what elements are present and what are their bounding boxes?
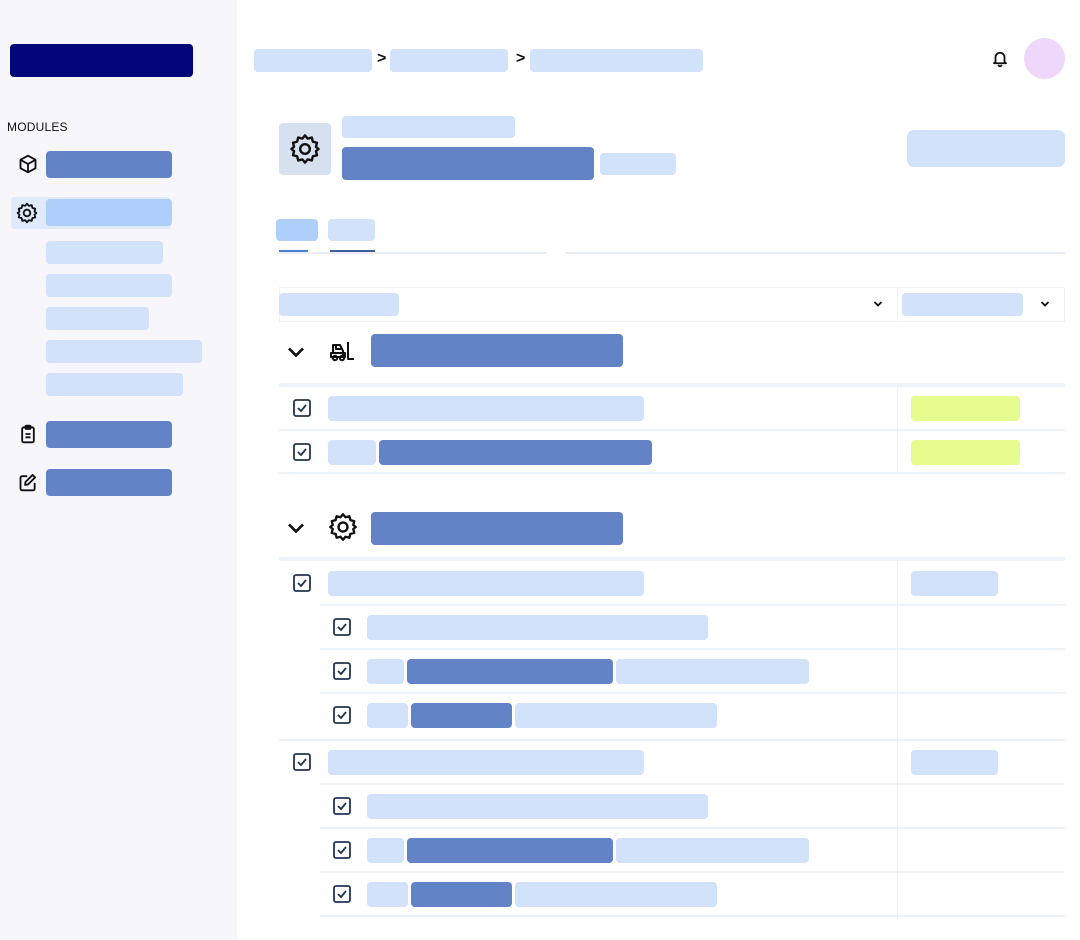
checkbox-checked-icon[interactable] — [331, 839, 353, 861]
status-badge — [911, 571, 998, 596]
checkbox-checked-icon[interactable] — [291, 572, 313, 594]
cube-icon — [16, 152, 40, 176]
sidebar-subitem[interactable] — [46, 373, 183, 396]
sidebar-item-1[interactable] — [46, 151, 172, 178]
sidebar-subitem[interactable] — [46, 340, 202, 363]
subrow-label — [407, 659, 613, 684]
sidebar-subitem[interactable] — [46, 307, 149, 330]
checkbox-checked-icon[interactable] — [291, 397, 313, 419]
breadcrumb-item[interactable] — [254, 49, 372, 72]
gear-icon — [15, 201, 39, 225]
clipboard-icon — [16, 422, 40, 446]
subrow-label-suffix — [616, 659, 809, 684]
chevron-down-icon[interactable] — [870, 296, 886, 312]
filter-select-value[interactable] — [279, 293, 399, 316]
chevron-down-icon[interactable] — [284, 341, 308, 363]
tabs-divider — [566, 252, 1065, 254]
subrow-label-suffix — [515, 703, 717, 728]
checkbox-checked-icon[interactable] — [331, 616, 353, 638]
breadcrumb-separator: > — [377, 50, 387, 67]
group-title — [371, 334, 623, 367]
status-badge — [911, 440, 1020, 465]
subrow-label-suffix — [515, 882, 717, 907]
row-divider — [320, 604, 1065, 606]
checkbox-checked-icon[interactable] — [331, 795, 353, 817]
row-divider — [279, 472, 1065, 474]
row-divider — [320, 915, 1065, 917]
row-divider — [279, 739, 1065, 741]
row-divider — [279, 429, 1065, 431]
edit-icon — [16, 470, 40, 494]
row-label — [328, 396, 644, 421]
chevron-down-icon[interactable] — [1037, 296, 1053, 312]
subrow-label — [411, 882, 512, 907]
group-header-line — [279, 383, 1065, 387]
breadcrumb-item[interactable] — [530, 49, 703, 72]
row-divider — [320, 827, 1065, 829]
chevron-down-icon[interactable] — [284, 517, 308, 539]
subrow-label-prefix — [367, 882, 408, 907]
subrow-label-prefix — [367, 838, 404, 863]
breadcrumb-item[interactable] — [390, 49, 508, 72]
sidebar-item-2[interactable] — [46, 199, 172, 226]
row-label — [328, 571, 644, 596]
gear-icon — [327, 511, 359, 543]
tab-2-underline — [330, 250, 375, 253]
row-divider — [320, 648, 1065, 650]
checkbox-checked-icon[interactable] — [291, 441, 313, 463]
checkbox-checked-icon[interactable] — [331, 883, 353, 905]
group-header-line — [279, 557, 1065, 561]
page-subtitle — [342, 116, 515, 138]
subrow-label — [411, 703, 512, 728]
status-badge — [911, 750, 998, 775]
status-badge — [911, 396, 1020, 421]
subrow-label — [367, 794, 708, 819]
checkbox-checked-icon[interactable] — [331, 704, 353, 726]
subrow-label-suffix — [616, 838, 809, 863]
row-divider — [320, 692, 1065, 694]
row-divider — [320, 783, 1065, 785]
page-title — [342, 147, 594, 180]
page-title-badge — [600, 153, 676, 175]
modules-section-label: MODULES — [7, 120, 68, 134]
sidebar-subitem[interactable] — [46, 241, 163, 264]
sidebar-item-4[interactable] — [46, 469, 172, 496]
bell-icon[interactable] — [989, 47, 1011, 69]
column-divider — [897, 561, 898, 921]
sidebar: MODULES — [0, 0, 237, 940]
status-select-value[interactable] — [902, 293, 1023, 316]
page-icon-box — [279, 123, 331, 175]
checkbox-checked-icon[interactable] — [291, 751, 313, 773]
subrow-label — [367, 615, 708, 640]
tab-1-underline — [279, 250, 308, 253]
sidebar-item-3[interactable] — [46, 421, 172, 448]
subrow-label-prefix — [367, 703, 408, 728]
avatar[interactable] — [1024, 38, 1065, 79]
row-label — [379, 440, 652, 465]
breadcrumb-separator: > — [516, 50, 526, 67]
checkbox-checked-icon[interactable] — [331, 660, 353, 682]
filter-divider — [897, 287, 898, 322]
tab-2[interactable] — [328, 219, 375, 241]
sidebar-subitem[interactable] — [46, 274, 172, 297]
gear-icon — [288, 132, 322, 166]
subrow-label — [407, 838, 613, 863]
forklift-icon — [328, 338, 356, 364]
group-title — [371, 512, 623, 545]
row-divider — [320, 871, 1065, 873]
tab-1[interactable] — [276, 219, 318, 241]
row-label — [328, 750, 644, 775]
app-logo[interactable] — [10, 44, 193, 77]
tabs-divider — [279, 252, 547, 254]
row-label-prefix — [328, 440, 376, 465]
primary-action-button[interactable] — [907, 130, 1065, 167]
subrow-label-prefix — [367, 659, 404, 684]
